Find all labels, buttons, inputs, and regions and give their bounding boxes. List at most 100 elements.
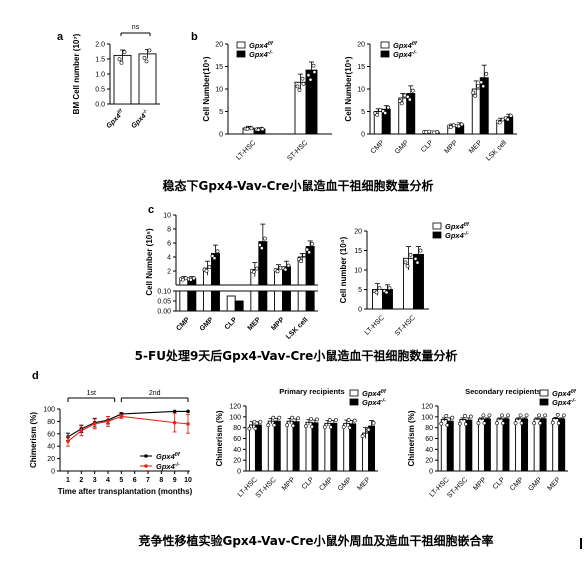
bar-gmp [349,423,357,472]
x-tick-label: CLP [224,316,239,331]
geno-base: Gpx4 [362,398,382,407]
data-point [561,413,566,418]
x-tick-label: MEP [546,476,562,492]
data-point [333,418,338,422]
legend-label-ff: Gpx4f/f [393,41,418,50]
legend-swatch-ko [539,398,549,406]
series-line-ff [67,410,188,438]
data-point [66,439,70,444]
data-point [252,419,257,424]
x-tick-label: 8 [159,477,163,484]
x-tick-label: MPP [281,476,297,492]
bar-mpp-lower [274,290,283,312]
bar-mep-lower [250,290,260,312]
data-point [286,263,291,268]
bar-mep [362,432,370,472]
y-axis-label: BM Cell number (10⁷) [72,33,81,114]
y-axis-label: Chimerism (%) [29,412,38,468]
data-point [532,421,537,426]
y-tick-label: 0.5 [95,87,105,94]
bar-lsk-cell-lower [305,290,315,312]
bar-mep [558,418,566,472]
bar-mep [552,418,560,472]
bar-gmp [533,418,541,472]
data-point [256,127,261,132]
y-tick-label: 10 [163,213,171,220]
bar-cmp [324,422,332,472]
caption-row3: 竞争性移植实验Gpx4-Vav-Cre小鼠外周血及造血干祖细胞嵌合率 [138,533,493,548]
chart-c1: 10 8 6 4 2 0.10 0.05 0.00 CMP GMP CLP MEP MPP LSK cel… [145,213,318,341]
x-tick-label: GMP [527,476,543,492]
x-tick-label: ST-HSC [255,476,278,499]
y-tick-label: 60 [425,436,433,443]
bar-cmp [330,422,338,472]
y-tick-label: 0 [429,469,433,476]
geno-sup: f/f [175,452,181,458]
bar-lt-hsc [440,419,448,472]
data-point [476,421,481,426]
geno-sup: -/- [175,462,180,468]
bar-gmp-lower [203,290,212,312]
y-tick-label: 0.00 [157,309,171,316]
bar-mep-lower [258,290,268,312]
y-tick-label: 0.10 [157,289,171,296]
legend-label-ko: Gpx4-/- [445,231,469,240]
data-point [290,415,295,420]
geno-base: Gpx4 [393,50,413,59]
data-point [456,124,461,129]
y-tick-label: 0.05 [157,299,171,306]
data-point [278,265,283,270]
bar-clp [234,300,244,312]
x-tick-label: MPP [270,316,286,332]
y-tick-label: 0 [237,469,241,476]
x-tick-label: CLP [420,139,435,154]
bar-clp [496,418,504,472]
data-point [473,93,478,98]
data-point [399,101,404,106]
data-point [383,111,388,115]
data-point [371,420,376,425]
data-point [249,126,254,131]
y-tick-label: 120 [229,404,241,411]
data-point [413,256,418,261]
bar-cmp-lower [187,290,197,312]
x-tick-label: CLP [492,476,507,491]
data-point [518,413,523,418]
legend-label-ko: Gpx4-/- [156,462,180,471]
geno-base: Gpx4 [393,41,413,50]
data-point [301,81,306,86]
bar-gmp [539,418,547,472]
x-tick-label: GMP [337,476,353,492]
data-point [307,250,312,255]
bar-clp [311,422,319,472]
y-axis-label: Cell number (10⁴) [339,236,348,303]
data-point [445,423,450,428]
chart-b2: 0 5 10 15 20 CMP GMP CLP MPP MEP LSK cell Cell Numb… [344,41,517,163]
legend-label-ff: Gpx4f/f [156,452,181,461]
bar-clp [226,295,236,312]
data-point [245,127,250,131]
x-tick-label: 3 [93,477,97,484]
legend-marker-ff [144,454,148,458]
geno-base: Gpx4 [156,462,176,471]
data-point [188,277,193,282]
data-point [556,421,561,426]
ns-annotation: ns [132,24,140,31]
legend-swatch-ff [432,222,442,230]
data-point [147,48,152,53]
chart-title: Secondary recipients [465,387,541,396]
x-tick-label: 6 [133,477,137,484]
edge-marker [580,538,582,549]
data-point [387,286,392,291]
data-point [341,425,346,430]
data-point [448,125,453,130]
legend-swatch-ff [349,389,359,397]
legend-swatch-ff [380,41,390,49]
data-point [297,88,302,92]
data-point [92,422,97,426]
data-point [537,413,542,418]
data-point [258,419,263,424]
legend-label-ff: Gpx4f/f [249,41,274,50]
